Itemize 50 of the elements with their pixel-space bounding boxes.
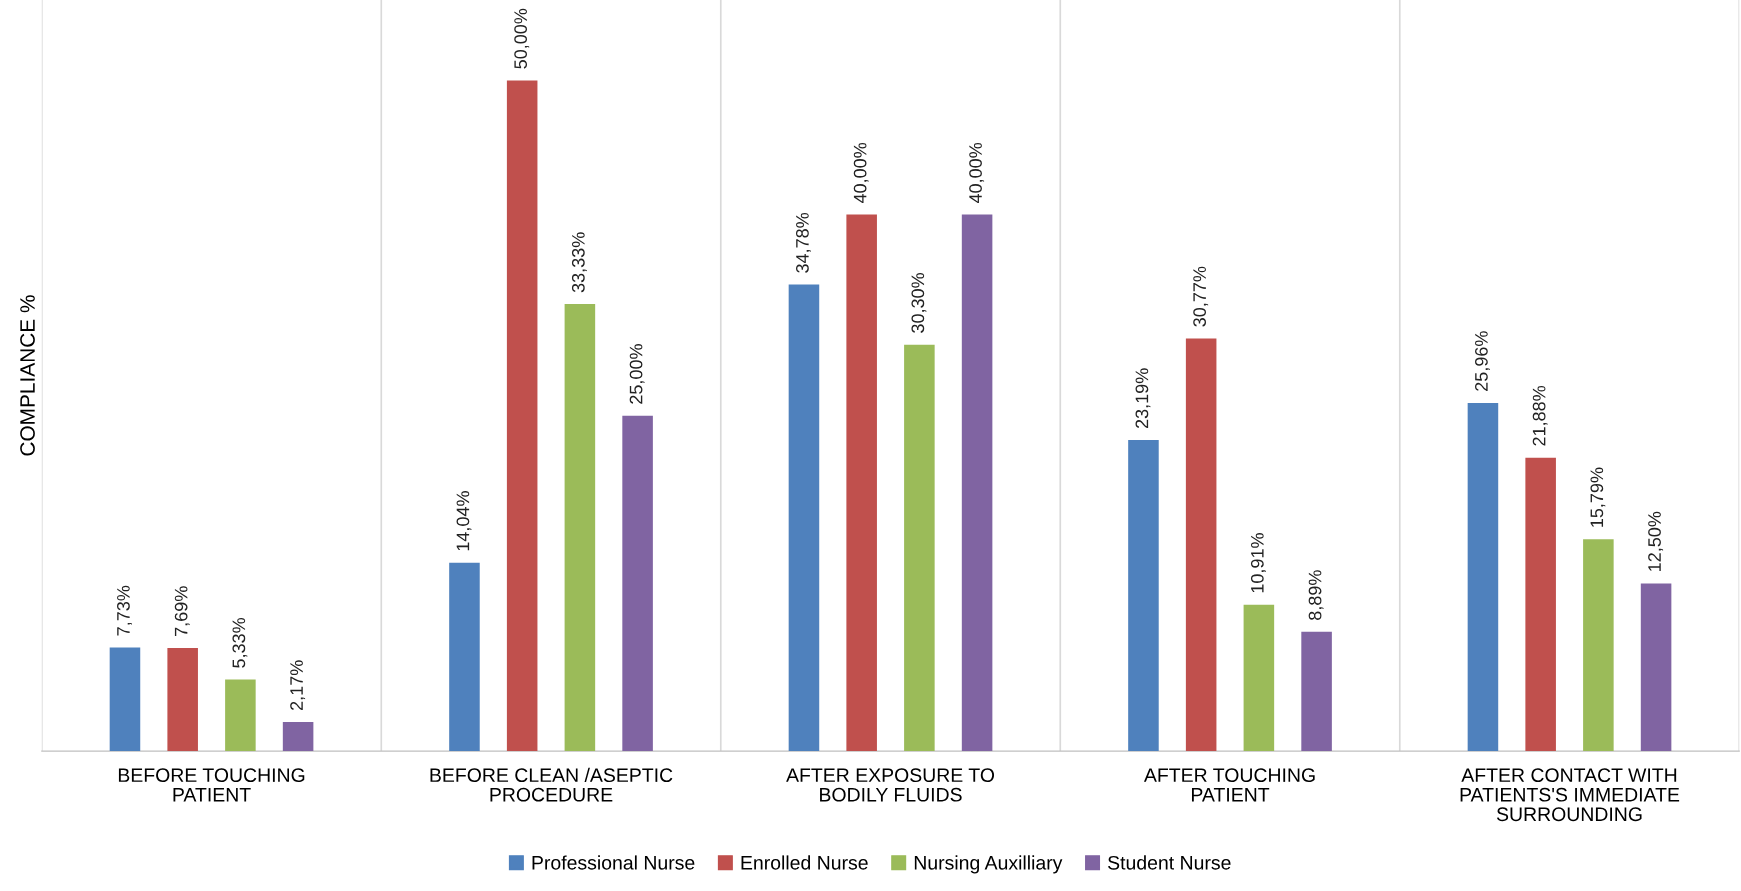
data-label: 10,91% [1250, 533, 1266, 593]
bar [167, 647, 198, 752]
legend-label: Enrolled Nurse [741, 855, 868, 870]
data-label: 30,77% [1193, 266, 1209, 327]
data-label: 21,88% [1532, 385, 1548, 446]
data-label: 40,00% [969, 142, 985, 204]
legend-label: Professional Nurse [532, 855, 695, 870]
bar [1583, 539, 1614, 752]
x-tick-label: AFTER TOUCHING PATIENT [1143, 768, 1315, 802]
data-label: 50,00% [514, 8, 530, 69]
data-label: 7,69% [174, 586, 190, 636]
bar [282, 722, 314, 752]
bar [1301, 631, 1332, 752]
bar [1640, 583, 1672, 752]
x-tick-label: BEFORE CLEAN /ASEPTIC PROCEDURE [430, 767, 673, 802]
x-tick-label: BEFORE TOUCHING PATIENT [118, 768, 305, 802]
data-label: 25,96% [1475, 331, 1490, 391]
data-label: 15,79% [1590, 467, 1606, 527]
bar [961, 214, 993, 752]
legend-label: Student Nurse [1108, 855, 1231, 870]
bar [846, 214, 877, 752]
bar [1467, 402, 1499, 752]
bar [1128, 440, 1159, 752]
bar [225, 679, 256, 752]
data-label: 7,73% [117, 585, 132, 636]
x-tick-label: AFTER CONTACT WITH PATIENTS'S IMMEDIATE SURROUNDING [1460, 768, 1680, 822]
data-label: 40,00% [853, 142, 869, 204]
x-tick-label: AFTER EXPOSURE TO BODILY FLUIDS [786, 768, 995, 802]
data-label: 2,17% [290, 660, 306, 710]
bar [506, 80, 538, 752]
data-label: 33,33% [571, 232, 587, 293]
bar [622, 415, 653, 752]
bar [1525, 457, 1556, 752]
data-label: 8,89% [1308, 570, 1324, 620]
legend-label: Nursing Auxilliary [914, 855, 1063, 874]
data-label: 25,00% [629, 344, 645, 404]
data-label: 14,04% [456, 491, 472, 551]
bar [109, 647, 141, 752]
y-axis-title: COMPLIANCE % [20, 295, 35, 456]
bar [904, 344, 935, 752]
data-label: 30,30% [911, 273, 927, 333]
data-label: 34,78% [796, 212, 811, 273]
bar [788, 284, 820, 752]
bar [1185, 338, 1217, 752]
data-label: 5,33% [232, 617, 248, 668]
bar [564, 304, 596, 752]
bar [1243, 604, 1275, 752]
bar [449, 562, 480, 752]
data-label: 23,19% [1135, 368, 1151, 429]
data-label: 12,50% [1648, 511, 1664, 571]
